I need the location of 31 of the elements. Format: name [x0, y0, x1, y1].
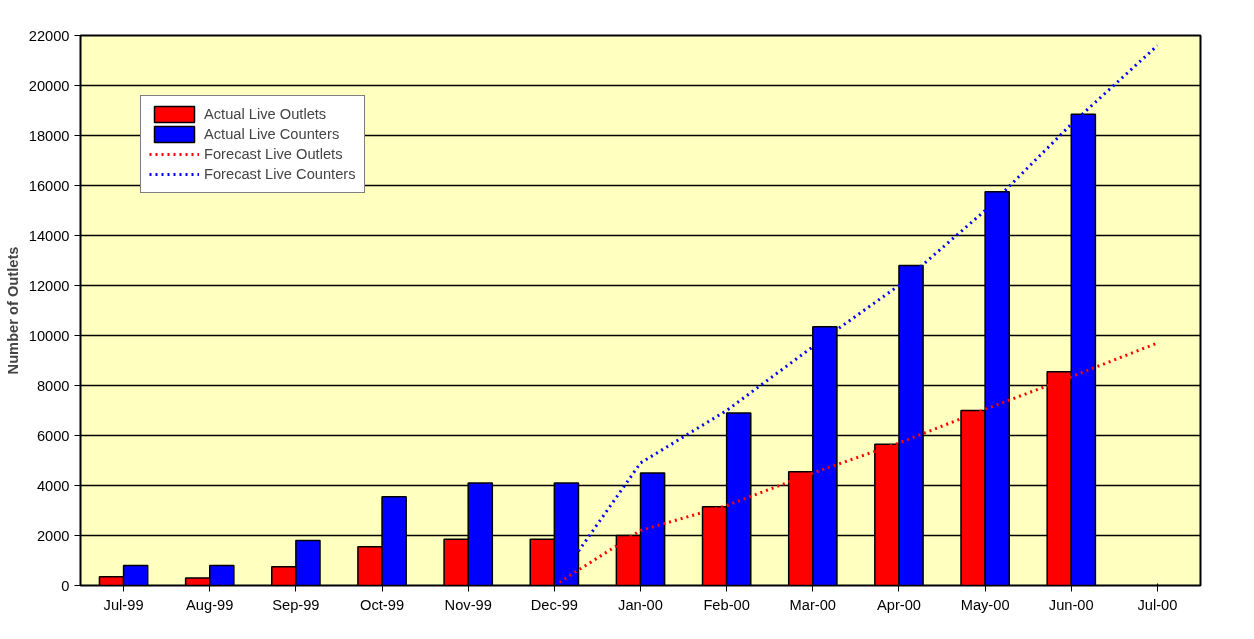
y-tick-label: 6000	[36, 427, 70, 444]
y-tick-label: 16000	[28, 177, 70, 194]
x-tick-label: Apr-00	[876, 596, 921, 613]
x-tick-label: Jul-99	[103, 596, 144, 613]
y-tick-label: 0	[61, 577, 70, 594]
x-tick-label: Dec-99	[530, 596, 578, 613]
y-tick-label: 4000	[36, 477, 70, 494]
legend-label: Actual Live Counters	[204, 126, 340, 142]
x-tick-label: May-00	[960, 596, 1010, 613]
y-tick-label: 18000	[28, 127, 70, 144]
y-tick-label: 14000	[28, 227, 70, 244]
legend-label: Forecast Live Outlets	[204, 146, 343, 162]
y-axis-title: Number of Outlets	[4, 246, 21, 375]
x-tick-label: Jul-00	[1137, 596, 1178, 613]
x-tick-label: Jan-00	[618, 596, 663, 613]
x-tick-label: Nov-99	[444, 596, 492, 613]
y-tick-label: 12000	[28, 277, 70, 294]
y-tick-label: 10000	[28, 327, 70, 344]
y-tick-label: 20000	[28, 77, 70, 94]
x-tick-label: Feb-00	[703, 596, 750, 613]
x-tick-label: Aug-99	[186, 596, 234, 613]
x-tick-label: Oct-99	[360, 596, 405, 613]
y-tick-label: 8000	[36, 377, 70, 394]
y-tick-label: 2000	[36, 527, 70, 544]
x-tick-label: Sep-99	[272, 596, 320, 613]
legend-label: Actual Live Outlets	[204, 106, 327, 122]
y-tick-label: 22000	[28, 27, 70, 44]
line-series	[552, 44, 1159, 586]
x-tick-label: Mar-00	[789, 596, 837, 613]
x-tick-label: Jun-00	[1048, 596, 1094, 613]
legend-label: Forecast Live Counters	[204, 166, 356, 182]
